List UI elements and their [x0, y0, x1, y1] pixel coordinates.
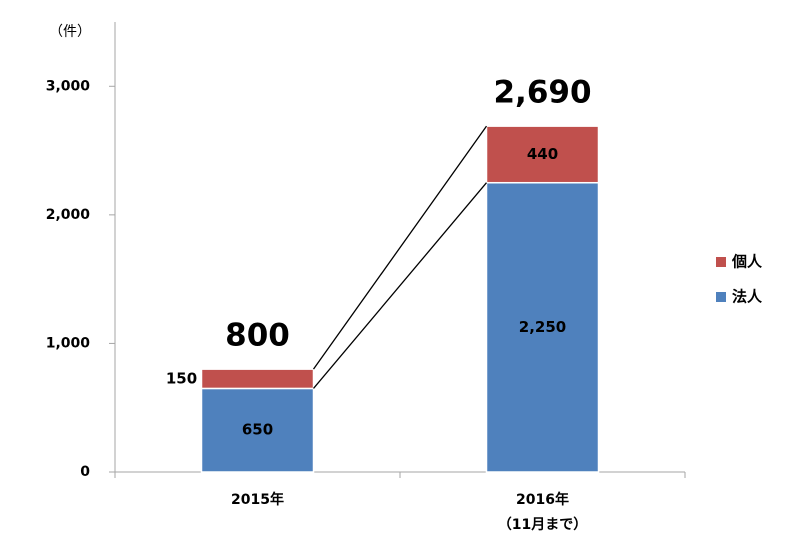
y-tick-label: 0: [80, 464, 90, 480]
connector: [312, 125, 488, 370]
bar-segment: [200, 387, 315, 473]
legend-swatch: [716, 257, 726, 267]
legend-swatch: [716, 292, 726, 302]
bar-segment: [485, 181, 600, 473]
total-label: 800: [225, 318, 290, 354]
data-label: 440: [527, 145, 558, 163]
bar-segment: [200, 368, 315, 390]
x-tick-label: 2015年: [231, 491, 284, 508]
data-label: 650: [242, 421, 273, 439]
y-tick-label: 1,000: [46, 335, 91, 351]
bar-segment: [485, 125, 600, 184]
legend-label: 個人: [731, 253, 763, 271]
connector: [313, 182, 487, 389]
y-unit-label: （件）: [49, 24, 91, 40]
y-tick-label: 3,000: [46, 78, 91, 94]
y-tick-label: 2,000: [46, 207, 91, 223]
x-tick-label: 2016年（11月まで）: [498, 491, 587, 533]
data-label: 2,250: [519, 318, 566, 336]
data-label: 150: [166, 369, 197, 387]
legend-label: 法人: [732, 288, 763, 306]
total-label: 2,690: [493, 75, 591, 111]
